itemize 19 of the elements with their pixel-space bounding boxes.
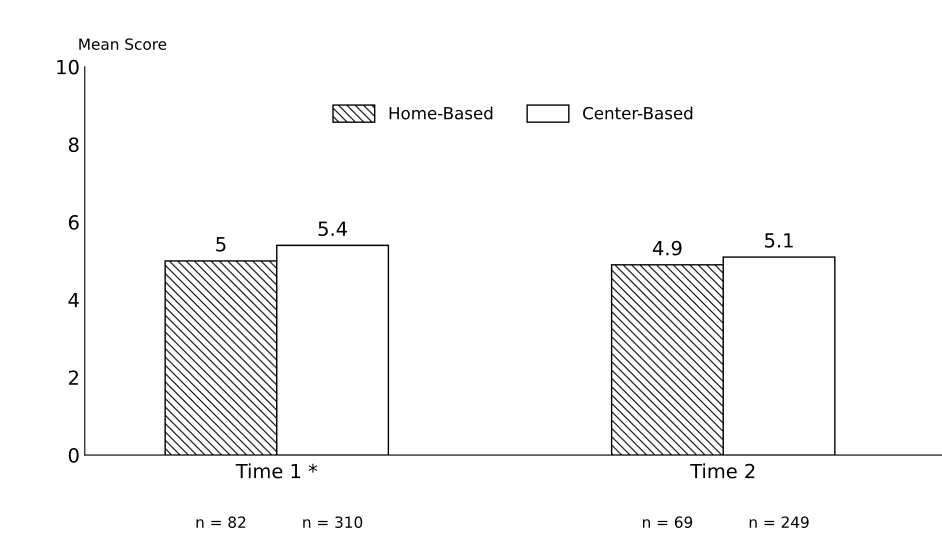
text: n = 249 xyxy=(750,516,809,528)
x-tick-label: Time 1 * xyxy=(236,463,318,478)
y-tick-label: 2 xyxy=(68,370,78,385)
text: n = 310 xyxy=(303,516,362,528)
y-tick-label: 8 xyxy=(68,137,79,152)
text: n = 69 xyxy=(642,516,692,528)
data-label: 5 xyxy=(216,237,226,252)
y-tick-label: 10 xyxy=(57,60,79,74)
legend-label: Home-Based xyxy=(390,106,492,120)
data-label: 5.1 xyxy=(765,233,793,248)
data-label: 5.4 xyxy=(318,222,347,236)
x-tick-label: Time 2 xyxy=(690,463,754,478)
y-tick-label: 4 xyxy=(68,292,79,308)
legend-label: Center-Based xyxy=(583,106,692,120)
y-tick-label: 6 xyxy=(68,215,79,230)
text: n = 82 xyxy=(196,516,246,528)
y-tick-label: 0 xyxy=(68,448,79,463)
y-axis-title: Mean Score xyxy=(79,38,166,50)
data-label: 4.9 xyxy=(652,240,682,256)
